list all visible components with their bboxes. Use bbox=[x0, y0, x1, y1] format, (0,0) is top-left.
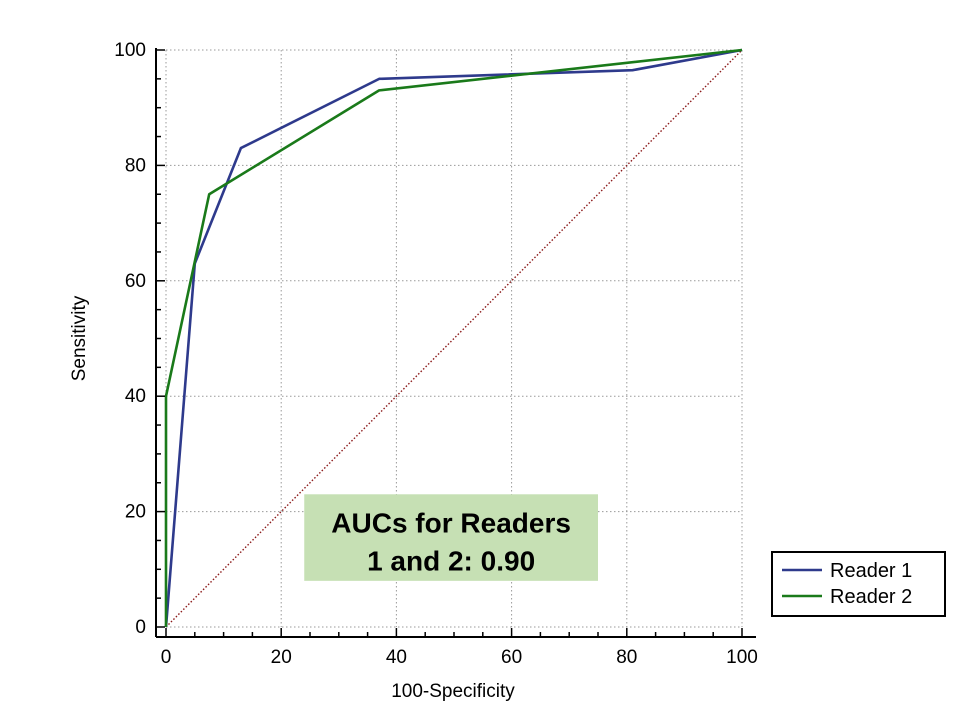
axes: 0 20 40 60 80 100 0 20 40 60 80 100 100-Specificity S… bbox=[69, 40, 758, 702]
y-tick-label: 0 bbox=[135, 617, 146, 638]
y-axis-title: Sensitivity bbox=[69, 295, 90, 381]
series-line-1 bbox=[164, 48, 743, 628]
y-tick-label: 100 bbox=[114, 40, 146, 61]
x-tick-label: 80 bbox=[616, 647, 637, 668]
y-tick-label: 20 bbox=[125, 502, 146, 523]
x-tick-label: 60 bbox=[501, 647, 522, 668]
reference-diagonal bbox=[165, 49, 743, 628]
x-tick-label: 0 bbox=[161, 647, 172, 668]
annotation-line-1: AUCs for Readers bbox=[331, 507, 571, 538]
legend-label-1: Reader 1 bbox=[830, 560, 912, 582]
x-axis-title: 100-Specificity bbox=[391, 681, 515, 702]
x-tick-label: 20 bbox=[271, 647, 292, 668]
legend-box bbox=[771, 551, 946, 617]
grid-lines bbox=[165, 49, 743, 628]
y-tick-label: 80 bbox=[125, 155, 146, 176]
y-tick-label: 40 bbox=[125, 386, 146, 407]
auc-annotation: AUCs for Readers 1 and 2: 0.90 bbox=[304, 494, 598, 581]
legend-label-2: Reader 2 bbox=[830, 586, 912, 608]
x-tick-label: 40 bbox=[386, 647, 407, 668]
annotation-box bbox=[304, 494, 598, 581]
annotation-line-2: 1 and 2: 0.90 bbox=[367, 545, 535, 576]
reference-line bbox=[165, 49, 743, 628]
y-tick-label: 60 bbox=[125, 271, 146, 292]
legend: Reader 1 Reader 2 bbox=[771, 551, 946, 617]
series-line-2 bbox=[164, 48, 743, 627]
series-lines bbox=[164, 48, 743, 628]
x-tick-label: 100 bbox=[726, 647, 758, 668]
